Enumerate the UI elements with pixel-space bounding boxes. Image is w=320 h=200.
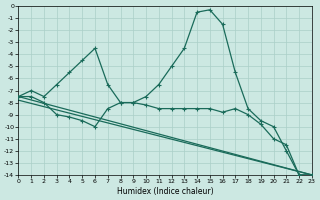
X-axis label: Humidex (Indice chaleur): Humidex (Indice chaleur) xyxy=(117,187,213,196)
